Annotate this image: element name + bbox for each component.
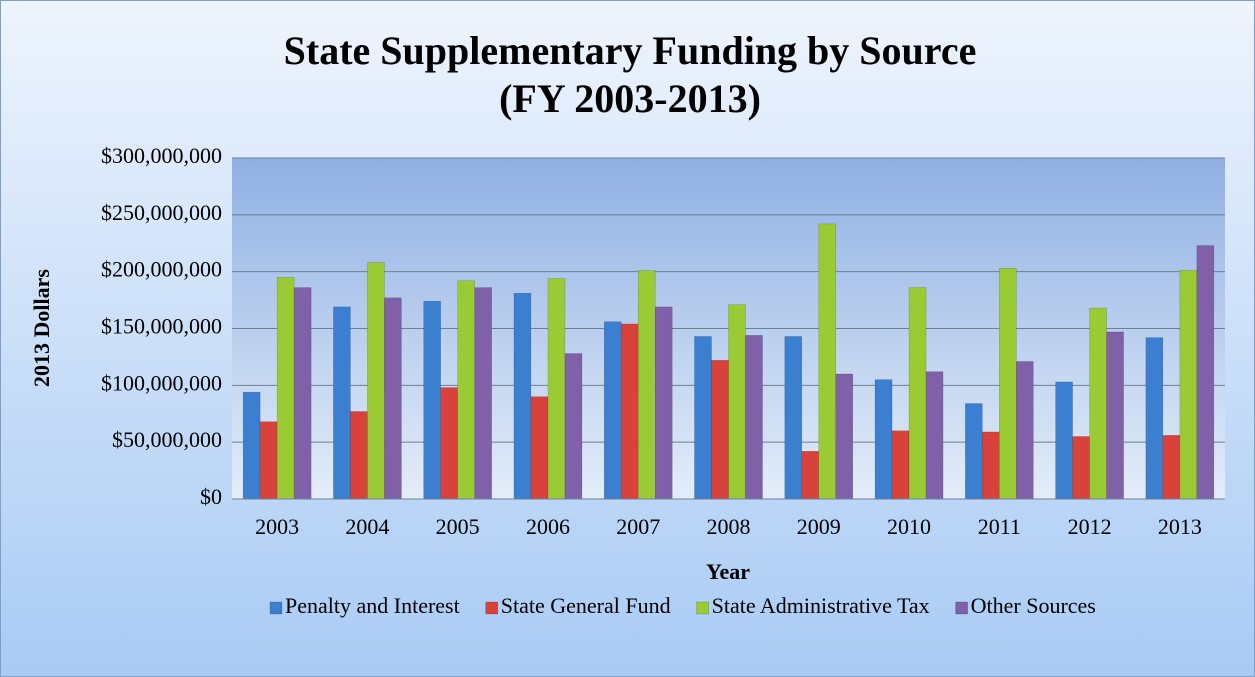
x-tick-label: 2004 [345,514,389,539]
bar [513,293,532,500]
bar [1145,337,1164,500]
y-tick-label: $250,000,000 [101,200,222,225]
bar [564,353,583,500]
bar [1179,270,1198,500]
y-tick-label: $100,000,000 [101,370,222,395]
bar [276,277,295,500]
x-tick-label: 2012 [1068,514,1112,539]
y-tick-label: $0 [200,484,222,509]
bar [745,335,763,500]
x-tick-label: 2010 [887,514,931,539]
bar [1089,307,1107,500]
bar [474,287,492,500]
legend-swatch [696,601,709,615]
x-tick-label: 2008 [707,514,751,539]
bar [1072,436,1090,500]
bar [982,431,1000,500]
bar [999,268,1017,500]
y-tick-label: $200,000,000 [101,257,222,282]
bar [891,430,910,500]
x-tick-label: 2007 [616,514,660,539]
bar [440,387,458,500]
y-axis-title: 2013 Dollars [29,269,54,387]
bar [620,323,639,500]
bar [530,396,549,500]
x-tick-label: 2011 [978,514,1021,539]
bar [423,300,441,500]
bar [637,270,656,500]
bar [818,223,837,500]
bar [259,421,278,500]
bar [801,451,820,500]
legend-label: State Administrative Tax [712,593,930,618]
bar [1162,435,1181,500]
bar [654,306,673,500]
bar [457,280,475,500]
bar [908,287,927,500]
bar [1106,331,1124,500]
bar [333,306,351,500]
chart-title: (FY 2003-2013) [499,76,761,121]
bar [784,336,803,500]
legend-label: State General Fund [501,593,671,618]
legend-swatch [269,601,283,615]
x-tick-label: 2003 [255,514,299,539]
x-axis-title: Year [706,559,750,584]
x-tick-label: 2009 [797,514,841,539]
bar [293,287,312,500]
legend-swatch [955,601,968,615]
bar [925,371,944,500]
bar [965,403,983,500]
bar [350,411,368,500]
y-tick-label: $50,000,000 [112,427,222,452]
bar [603,321,622,500]
bar [1016,361,1034,500]
bar [367,262,385,500]
legend-swatch [485,601,498,615]
bar [874,379,893,500]
x-tick-label: 2005 [436,514,480,539]
bar [728,304,746,500]
legend-label: Other Sources [971,593,1096,618]
chart-title: State Supplementary Funding by Source [284,28,977,73]
legend-label: Penalty and Interest [285,593,460,618]
bar [694,336,712,500]
bar [835,373,854,500]
x-tick-label: 2006 [526,514,570,539]
bar [384,297,402,500]
bar [711,360,729,500]
bar [1196,245,1215,500]
bar [242,391,261,500]
x-tick-label: 2013 [1158,514,1202,539]
y-tick-label: $300,000,000 [101,143,222,168]
bar [1055,381,1073,500]
bar [547,278,566,500]
y-tick-label: $150,000,000 [101,314,222,339]
